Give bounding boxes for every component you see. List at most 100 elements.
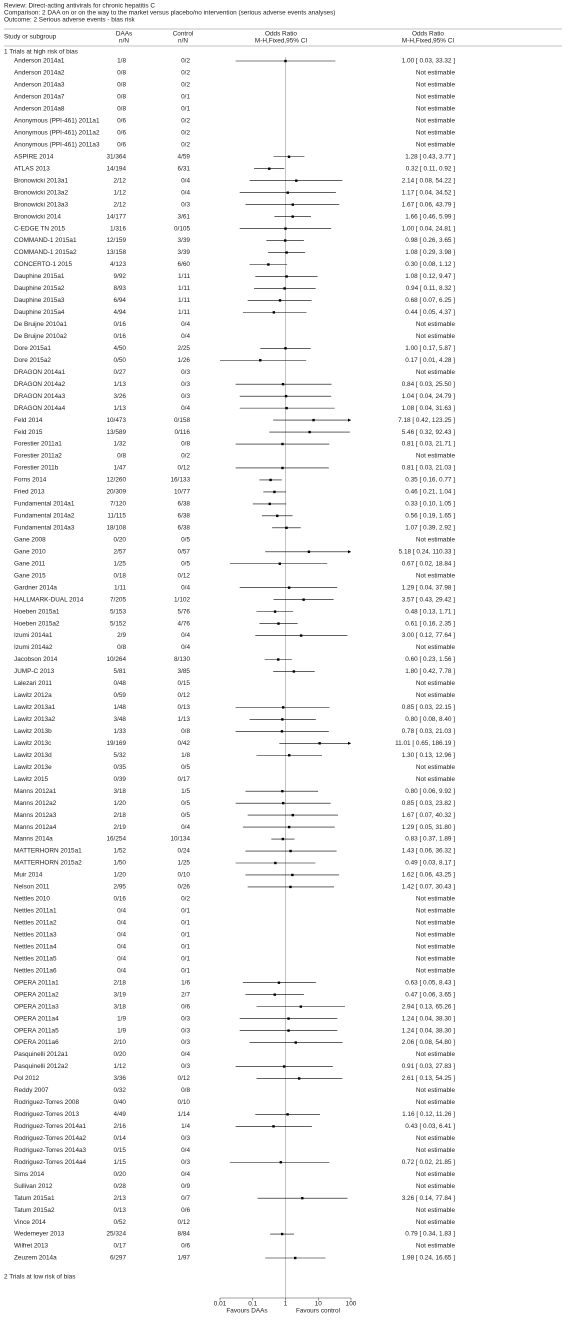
effect-label: Not estimable: [416, 130, 456, 137]
point-estimate: [287, 1017, 290, 1020]
control-events: 3/39: [178, 249, 191, 256]
study-name: Nettles 2011a3: [14, 931, 57, 938]
study-name: Hoeben 2015a1: [14, 608, 60, 615]
daas-events: 1/25: [114, 560, 127, 567]
effect-label: Not estimable: [416, 1183, 456, 1190]
control-events: 0/17: [178, 776, 191, 783]
effect-label: Not estimable: [416, 333, 456, 340]
daas-events: 0/16: [114, 321, 127, 328]
effect-label: 0.33 [ 0.10, 1.05 ]: [405, 501, 455, 508]
study-name: Forns 2014: [14, 477, 47, 484]
daas-events: 16/254: [106, 836, 126, 843]
control-events: 0/4: [181, 1147, 190, 1154]
daas-events: 0/17: [114, 1243, 127, 1250]
study-name: Gane 2015: [14, 572, 46, 579]
daas-events: 2/95: [114, 884, 127, 891]
group1-header: DAAs: [116, 31, 132, 38]
point-estimate: [281, 801, 285, 805]
effect-label: 2.06 [ 0.08, 54.80 ]: [402, 1039, 456, 1046]
study-name: Wilfret 2013: [14, 1243, 49, 1250]
control-events: 0/3: [181, 1039, 190, 1046]
study-name: Wedemeyer 2013: [14, 1231, 65, 1238]
daas-events: 10/264: [106, 656, 126, 663]
study-name: Dauphine 2015a4: [14, 309, 65, 316]
control-events: 0/4: [181, 189, 190, 196]
point-estimate: [283, 287, 286, 290]
point-estimate: [294, 1041, 297, 1044]
control-events: 10/134: [170, 836, 190, 843]
effect-label: 3.00 [ 0.12, 77.64 ]: [402, 632, 456, 639]
study-name: Lawitz 2015: [14, 776, 49, 783]
study-name: Nettles 2011a1: [14, 908, 57, 915]
effect-label: Not estimable: [416, 1099, 456, 1106]
effect-label: Not estimable: [416, 118, 456, 125]
control-events: 0/3: [181, 1015, 190, 1022]
study-name: Izumi 2014a1: [14, 632, 53, 639]
control-events: 6/38: [178, 501, 191, 508]
effect-label: 0.48 [ 0.13, 1.71 ]: [405, 608, 455, 615]
daas-events: 5/153: [110, 608, 126, 615]
x-tick-label: 1: [284, 1301, 288, 1308]
effect-label: 0.80 [ 0.08, 8.40 ]: [405, 716, 455, 723]
effect-label: 1.28 [ 0.43, 3.77 ]: [405, 153, 455, 160]
daas-events: 1/48: [114, 704, 127, 711]
effect-header: Odds Ratio: [412, 31, 444, 38]
group2-header: n/N: [178, 38, 188, 45]
study-name: Rodriguez-Torres 2014a2: [14, 1135, 87, 1142]
effect-label: 0.68 [ 0.07, 6.25 ]: [405, 297, 455, 304]
effect-label: 0.61 [ 0.16, 2.35 ]: [405, 620, 455, 627]
effect-label: 0.85 [ 0.03, 22.15 ]: [402, 704, 456, 711]
effect-label: 0.56 [ 0.19, 1.65 ]: [405, 513, 455, 520]
control-events: 0/5: [181, 812, 190, 819]
point-estimate: [273, 993, 276, 996]
control-events: 0/3: [181, 381, 190, 388]
study-name: DRAGON 2014a3: [14, 393, 66, 400]
daas-events: 13/158: [106, 249, 126, 256]
study-name: Bronowicki 2013a2: [14, 189, 68, 196]
control-events: 0/8: [181, 1087, 190, 1094]
daas-events: 6/297: [110, 1255, 126, 1262]
study-name: Tatum 2015a1: [14, 1195, 55, 1202]
effect-label: 0.43 [ 0.03, 6.41 ]: [405, 1123, 455, 1130]
daas-events: 1/32: [114, 441, 127, 448]
study-name: Tatum 2015a2: [14, 1207, 55, 1214]
study-name: Manns 2012a3: [14, 812, 57, 819]
study-name: Dauphine 2015a3: [14, 297, 65, 304]
study-name: ATLAS 2013: [14, 165, 50, 172]
control-events: 0/10: [178, 872, 191, 879]
study-name: Fundamental 2014a2: [14, 513, 75, 520]
control-events: 0/4: [181, 824, 190, 831]
point-estimate: [273, 610, 277, 613]
effect-label: 0.63 [ 0.05, 8.43 ]: [405, 979, 455, 986]
outcome-line: Outcome: 2 Serious adverse events - bias…: [4, 17, 136, 24]
point-estimate: [294, 1256, 297, 1260]
point-estimate: [277, 658, 280, 661]
effect-label: 1.42 [ 0.07, 30.43 ]: [402, 884, 456, 891]
control-events: 0/4: [181, 405, 190, 412]
control-events: 4/59: [178, 153, 191, 160]
daas-events: 10/473: [106, 417, 126, 424]
effect-label: 2.94 [ 0.13, 65.26 ]: [402, 1003, 456, 1010]
effect-label: 0.94 [ 0.11, 8.32 ]: [406, 285, 455, 292]
control-events: 0/4: [181, 321, 190, 328]
control-events: 0/12: [178, 1219, 191, 1226]
point-estimate: [297, 1077, 301, 1080]
study-name: Reddy 2007: [14, 1087, 49, 1094]
control-events: 0/57: [178, 548, 191, 555]
control-events: 1/6: [181, 979, 190, 986]
daas-events: 1/316: [110, 225, 126, 232]
daas-events: 0/8: [117, 644, 126, 651]
daas-events: 1/50: [114, 860, 127, 867]
effect-label: Not estimable: [416, 896, 456, 903]
study-name: Feld 2015: [14, 429, 43, 436]
study-name: Vince 2014: [14, 1219, 46, 1226]
effect-label: 1.07 [ 0.39, 2.92 ]: [405, 525, 455, 532]
daas-events: 4/49: [114, 1111, 127, 1118]
point-estimate: [281, 466, 284, 470]
daas-events: 0/4: [117, 931, 126, 938]
control-events: 8/84: [178, 1231, 191, 1238]
daas-events: 0/40: [114, 1099, 127, 1106]
daas-events: 4/123: [110, 261, 126, 268]
daas-events: 1/33: [114, 728, 127, 735]
daas-events: 1/9: [117, 1027, 126, 1034]
